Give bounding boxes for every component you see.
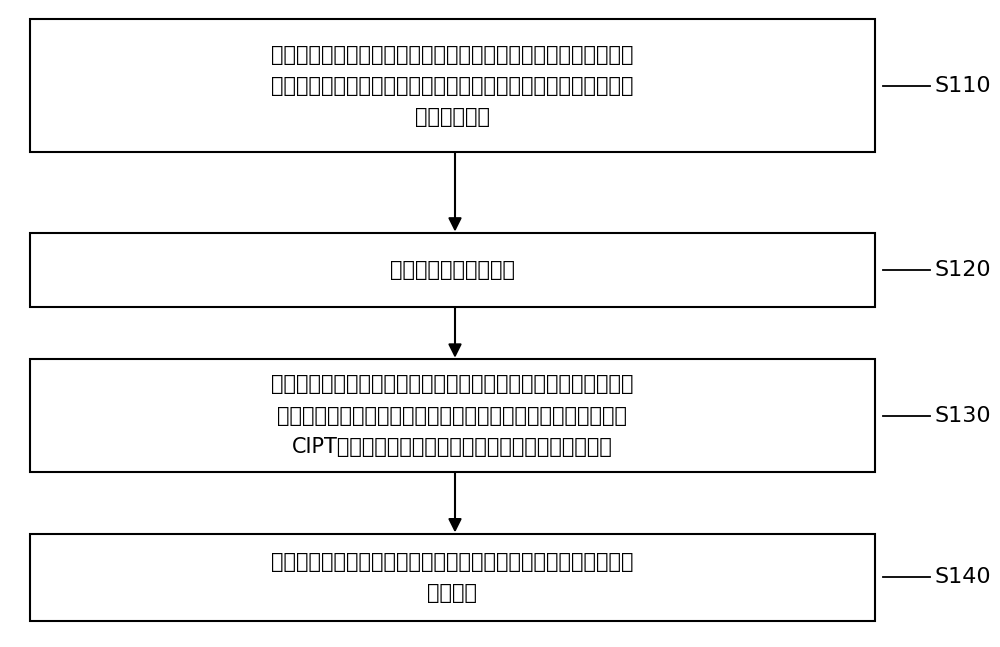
Bar <box>30 233 875 307</box>
Text: S120: S120 <box>935 260 992 280</box>
Bar <box>30 359 875 472</box>
Text: S110: S110 <box>935 76 992 96</box>
Bar <box>30 19 875 152</box>
Text: S130: S130 <box>935 406 992 426</box>
Text: S140: S140 <box>935 567 992 587</box>
Text: 将霍尔条的多个子条分别引出一个电极，对薄膜样品的电磁特性进
行测试。: 将霍尔条的多个子条分别引出一个电极，对薄膜样品的电磁特性进 行测试。 <box>271 552 634 603</box>
Bar <box>30 534 875 621</box>
Text: 对基材进行退火处理。: 对基材进行退火处理。 <box>390 260 515 280</box>
Text: 对基材进行微纳加工处理，在每个薄膜样品上形成一个霍尔条，每
个霍尔条包括多个相互间隔的子条，子条的数量、间距及尺寸与
CIPT测试设备所用的探针的数量、间距及尺: 对基材进行微纳加工处理，在每个薄膜样品上形成一个霍尔条，每 个霍尔条包括多个相互… <box>271 375 634 457</box>
Text: 在基材的同一侧的不同位置处分别溅射靶材，以在基材上沉积多个
薄膜样品，每个薄膜样品之间相互间隔且每个薄膜样品沉积时的工
艺参数不同。: 在基材的同一侧的不同位置处分别溅射靶材，以在基材上沉积多个 薄膜样品，每个薄膜样… <box>271 45 634 127</box>
